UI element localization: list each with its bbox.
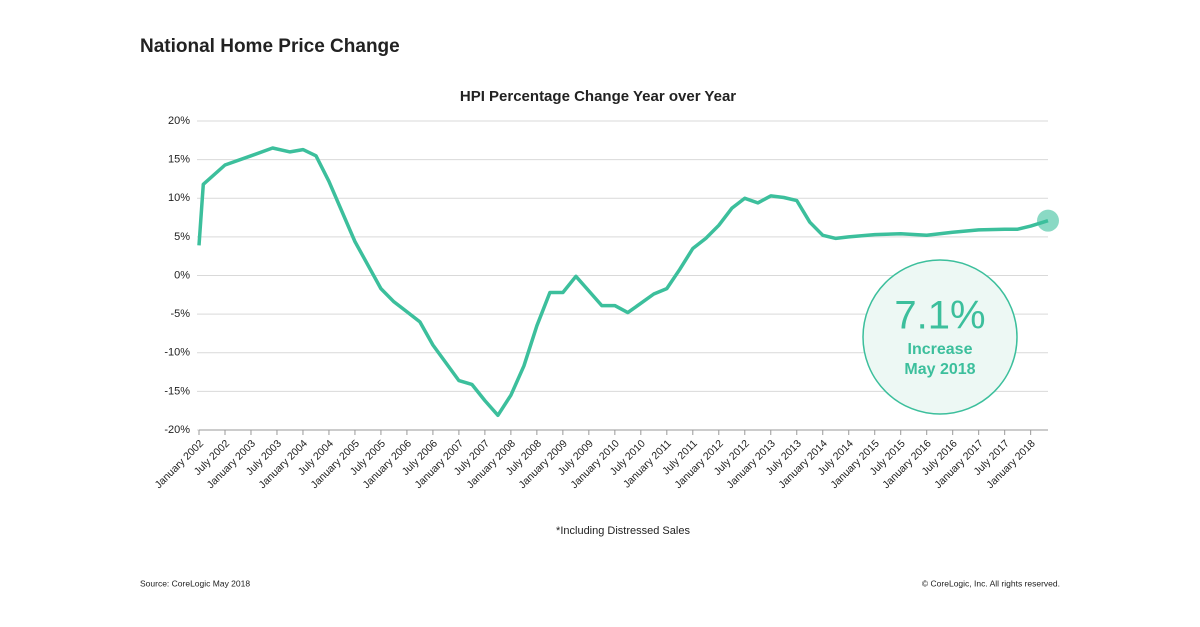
y-tick-label: -10% (164, 347, 190, 359)
y-tick-label: 0% (174, 269, 190, 281)
source: Source: CoreLogic May 2018 (140, 578, 250, 588)
y-tick-label: -5% (170, 308, 190, 320)
data-line (197, 146, 1049, 418)
y-tick-label: -15% (164, 385, 190, 397)
y-tick-label: 10% (168, 192, 190, 204)
callout-line: Increase (908, 341, 973, 358)
y-tick-label: 15% (168, 154, 190, 166)
copyright: © CoreLogic, Inc. All rights reserved. (922, 578, 1060, 588)
footnote: *Including Distressed Sales (556, 525, 690, 537)
end-point-highlight (1037, 209, 1059, 232)
callout-circle (862, 259, 1018, 415)
chart-title: National Home Price Change (140, 36, 400, 57)
callout-value: 7.1% (894, 294, 985, 338)
chart-subtitle: HPI Percentage Change Year over Year (460, 88, 736, 105)
callout-line: May 2018 (904, 361, 975, 378)
y-tick-label: -20% (164, 424, 190, 436)
y-tick-label: 20% (168, 115, 190, 127)
y-tick-label: 5% (174, 231, 190, 243)
